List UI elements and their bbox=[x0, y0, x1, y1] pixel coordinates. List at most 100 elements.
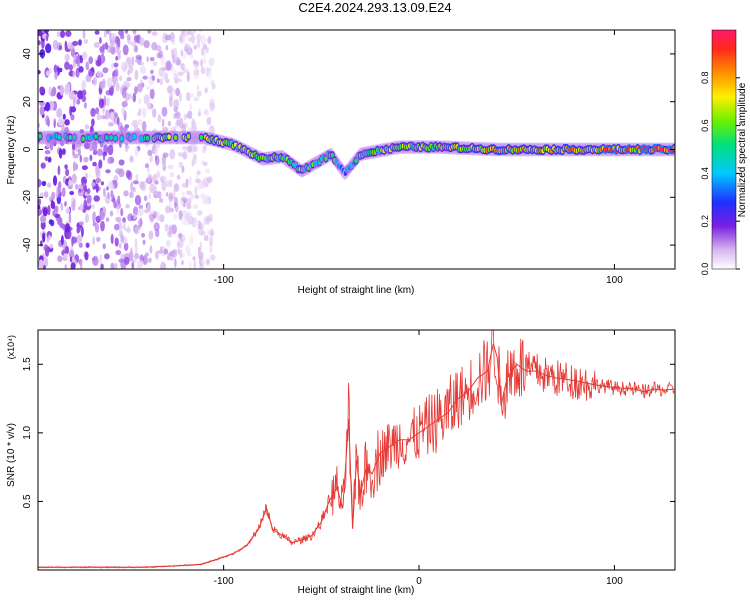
noise-speck bbox=[124, 228, 132, 233]
noise-speck bbox=[83, 156, 89, 163]
noise-speck bbox=[38, 178, 42, 188]
noise-speck bbox=[59, 67, 63, 73]
ridge-halo bbox=[195, 130, 200, 145]
noise-speck bbox=[190, 52, 194, 60]
noise-speck bbox=[77, 90, 84, 100]
ridge-halo bbox=[170, 130, 175, 145]
ridge-layer bbox=[38, 130, 675, 180]
noise-speck bbox=[146, 102, 152, 111]
noise-speck bbox=[119, 75, 123, 82]
noise-speck bbox=[183, 113, 187, 121]
noise-speck bbox=[199, 30, 202, 33]
noise-speck bbox=[39, 86, 45, 94]
spectrogram-axes: -100 100 -40 -20 0 20 40 bbox=[22, 30, 675, 286]
noise-speck bbox=[75, 140, 83, 148]
noise-speck bbox=[117, 52, 121, 61]
noise-speck bbox=[71, 201, 76, 211]
noise-speck bbox=[88, 142, 94, 152]
noise-speck bbox=[47, 117, 50, 128]
noise-speck bbox=[109, 39, 114, 49]
noise-speck bbox=[107, 191, 110, 200]
noise-speck bbox=[81, 90, 87, 96]
noise-speck bbox=[110, 32, 117, 38]
noise-speck bbox=[165, 44, 169, 51]
noise-layer bbox=[38, 30, 216, 269]
ridge-core bbox=[81, 136, 85, 142]
noise-speck bbox=[103, 187, 106, 197]
noise-speck bbox=[85, 172, 88, 180]
y-tick-label: 0 bbox=[22, 146, 33, 152]
ridge-halo bbox=[192, 130, 197, 145]
noise-speck bbox=[139, 37, 145, 46]
noise-speck bbox=[118, 159, 125, 166]
noise-speck bbox=[192, 59, 197, 65]
colorbar-gradient bbox=[711, 29, 737, 270]
noise-speck bbox=[193, 153, 197, 161]
ridge-halo bbox=[42, 130, 47, 145]
noise-speck bbox=[171, 224, 177, 235]
noise-speck bbox=[70, 262, 76, 269]
noise-speck bbox=[134, 45, 139, 53]
noise-speck bbox=[129, 155, 134, 163]
noise-speck bbox=[155, 250, 159, 260]
ridge-core bbox=[68, 134, 72, 141]
noise-speck bbox=[40, 240, 43, 247]
noise-speck bbox=[51, 86, 57, 97]
noise-speck bbox=[77, 225, 81, 233]
noise-speck bbox=[115, 49, 122, 55]
noise-speck bbox=[95, 167, 101, 179]
noise-speck bbox=[165, 34, 171, 41]
colorbar: 0.0 0.2 0.4 0.6 0.8 Normalized spectral ampl… bbox=[700, 29, 748, 275]
noise-speck bbox=[136, 83, 143, 93]
noise-speck bbox=[181, 259, 184, 266]
noise-speck bbox=[60, 202, 64, 211]
noise-speck bbox=[144, 163, 150, 169]
noise-speck bbox=[163, 248, 169, 255]
noise-speck bbox=[202, 57, 207, 64]
noise-speck bbox=[131, 258, 137, 264]
noise-speck bbox=[69, 256, 73, 263]
noise-speck bbox=[193, 96, 200, 102]
noise-speck bbox=[42, 264, 46, 269]
noise-speck bbox=[147, 149, 153, 157]
noise-speck bbox=[186, 251, 192, 257]
noise-speck bbox=[130, 181, 134, 193]
ridge-core bbox=[330, 152, 335, 158]
noise-speck bbox=[110, 233, 114, 245]
noise-speck bbox=[79, 203, 84, 211]
noise-speck bbox=[43, 191, 49, 198]
noise-speck bbox=[38, 70, 41, 75]
noise-speck bbox=[196, 90, 202, 97]
noise-speck bbox=[150, 210, 155, 215]
noise-speck bbox=[147, 201, 151, 213]
noise-speck bbox=[94, 222, 99, 233]
noise-speck bbox=[40, 162, 46, 169]
noise-speck bbox=[197, 219, 201, 229]
noise-speck bbox=[38, 198, 41, 206]
ridge-core bbox=[113, 135, 118, 141]
noise-speck bbox=[196, 170, 201, 176]
noise-speck bbox=[180, 216, 187, 225]
noise-speck bbox=[126, 34, 131, 41]
colorbar-tick-label: 0.6 bbox=[700, 119, 710, 132]
noise-speck bbox=[107, 157, 111, 165]
noise-speck bbox=[196, 33, 202, 42]
noise-speck bbox=[192, 145, 199, 153]
noise-speck bbox=[70, 106, 77, 113]
noise-speck bbox=[124, 30, 129, 34]
noise-speck bbox=[38, 208, 43, 216]
noise-speck bbox=[39, 105, 45, 116]
noise-speck bbox=[202, 47, 206, 59]
noise-speck bbox=[210, 254, 216, 261]
noise-speck bbox=[181, 191, 186, 197]
noise-speck bbox=[112, 77, 118, 85]
noise-speck bbox=[56, 108, 63, 118]
noise-speck bbox=[173, 213, 178, 221]
noise-speck bbox=[158, 50, 163, 59]
noise-speck bbox=[48, 219, 54, 225]
noise-speck bbox=[188, 175, 192, 186]
ridge-core bbox=[94, 133, 98, 140]
noise-speck bbox=[161, 106, 168, 117]
noise-speck bbox=[121, 100, 128, 108]
noise-speck bbox=[155, 192, 162, 198]
